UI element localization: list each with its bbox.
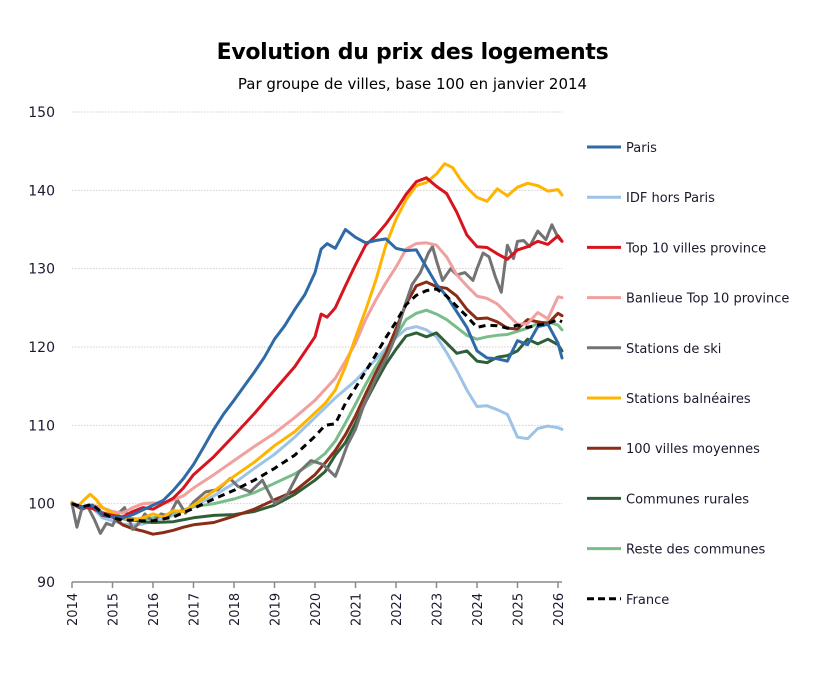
gridlines <box>72 111 563 505</box>
x-tick-label: 2018 <box>228 593 243 626</box>
legend-label: 100 villes moyennes <box>626 442 760 457</box>
y-tick-label: 150 <box>28 105 55 121</box>
x-tick-label: 2019 <box>269 593 284 626</box>
legend-label: Reste des communes <box>626 543 766 558</box>
legend-item: Top 10 villes province <box>587 241 766 256</box>
chart-subtitle: Par groupe de villes, base 100 en janvie… <box>237 75 588 93</box>
y-axis: 90 100 110 120 130 140 150 <box>28 105 55 591</box>
x-tick-label: 2015 <box>107 593 122 626</box>
x-tick-label: 2017 <box>188 593 203 626</box>
legend-label: IDF hors Paris <box>626 191 715 206</box>
x-tick-label: 2023 <box>431 593 446 626</box>
legend-label: Stations de ski <box>626 342 721 357</box>
x-axis: 2014 2015 2016 2017 2018 2019 2020 2021 2022 2023… <box>66 581 567 626</box>
legend: Paris IDF hors Paris Top 10 villes provinc… <box>587 141 789 608</box>
legend-item: Banlieue Top 10 province <box>587 292 789 307</box>
series-line-paris <box>70 228 564 520</box>
x-tick-label: 2024 <box>471 593 486 626</box>
x-tick-label: 2025 <box>512 593 527 626</box>
legend-label: Communes rurales <box>626 492 749 507</box>
series-line-stations-baln-aires <box>70 162 564 522</box>
series-line-idf-hors-paris <box>70 325 564 527</box>
series-line-france <box>71 287 563 523</box>
chart-title: Evolution du prix des logements <box>216 40 609 65</box>
x-tick-label: 2022 <box>390 593 405 626</box>
legend-label: France <box>626 593 669 608</box>
legend-label: Top 10 villes province <box>625 241 766 256</box>
series-line-stations-de-ski <box>70 223 564 535</box>
series-line-banlieue-top-10-province <box>70 241 564 515</box>
y-tick-label: 130 <box>28 262 55 278</box>
legend-item: Stations balnéaires <box>587 392 751 407</box>
legend-label: Banlieue Top 10 province <box>626 292 789 307</box>
series-line-communes-rurales <box>70 331 564 524</box>
legend-label: Paris <box>626 141 657 156</box>
y-tick-label: 110 <box>28 418 55 434</box>
legend-item: France <box>587 593 669 608</box>
y-tick-label: 100 <box>28 497 55 513</box>
x-tick-label: 2020 <box>309 593 324 626</box>
y-tick-label: 140 <box>28 183 55 199</box>
legend-label: Stations balnéaires <box>626 392 751 407</box>
legend-item: Stations de ski <box>587 342 721 357</box>
legend-item: IDF hors Paris <box>587 191 715 206</box>
y-tick-label: 90 <box>37 575 55 591</box>
legend-item: Paris <box>587 141 657 156</box>
legend-item: Reste des communes <box>587 543 766 558</box>
x-tick-label: 2014 <box>66 593 81 626</box>
legend-item: Communes rurales <box>587 492 749 507</box>
x-tick-label: 2026 <box>552 593 567 626</box>
y-tick-label: 120 <box>28 340 55 356</box>
series-line-100-villes-moyennes <box>70 280 564 536</box>
x-tick-label: 2016 <box>147 593 162 626</box>
legend-item: 100 villes moyennes <box>587 442 760 457</box>
x-tick-label: 2021 <box>350 593 365 626</box>
series-lines <box>70 162 564 536</box>
